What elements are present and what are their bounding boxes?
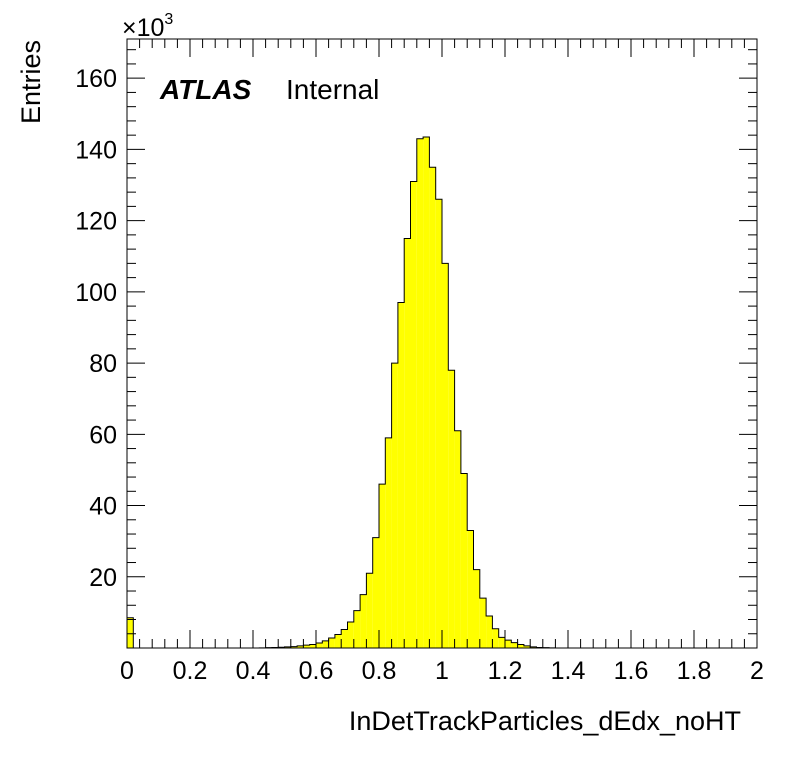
histogram-bin <box>328 638 335 648</box>
x-tick-label: 1.8 <box>677 657 712 685</box>
histogram-bin <box>290 646 298 648</box>
histogram-bin <box>334 634 342 648</box>
y-tick-label: 60 <box>89 421 117 449</box>
x-tick-label: 0.2 <box>173 657 208 685</box>
y-multiplier: ×103 <box>122 11 173 42</box>
y-tick-label: 80 <box>89 350 117 378</box>
y-tick-label: 100 <box>75 279 117 307</box>
x-tick-label: 1.6 <box>614 657 649 685</box>
histogram-bin <box>454 430 461 648</box>
histogram-bin <box>511 642 518 648</box>
histogram-bin <box>460 473 468 648</box>
histogram-bin <box>379 484 386 648</box>
histogram-bin <box>360 594 367 648</box>
histogram-bin <box>423 136 430 648</box>
y-tick-labels: 20 40 60 80 100 120 140 160 <box>75 65 117 592</box>
histogram-bin <box>473 569 480 648</box>
histogram-bin <box>448 370 455 648</box>
histogram-bin <box>498 637 505 648</box>
histogram-bin <box>309 644 316 648</box>
histogram-bin <box>479 598 487 648</box>
histogram-bin <box>416 138 424 648</box>
plot-frame <box>126 38 758 649</box>
y-tick-label: 140 <box>75 136 117 164</box>
x-tick-label: 1.4 <box>551 657 586 685</box>
histogram-bin <box>486 615 493 648</box>
histogram-bin <box>341 629 348 648</box>
y-axis-title: Entries <box>16 40 46 124</box>
histogram-bin <box>429 167 436 649</box>
y-tick-label: 20 <box>89 564 117 592</box>
histogram-bin <box>530 646 537 648</box>
histogram-bin <box>404 238 411 648</box>
y-tick-label: 40 <box>89 493 117 521</box>
x-tick-label: 0.6 <box>299 657 334 685</box>
histogram-bin <box>397 302 405 648</box>
histogram-bin <box>372 537 379 648</box>
histogram-bin <box>435 199 442 648</box>
histogram-bin <box>523 645 531 648</box>
y-multiplier-exponent: 3 <box>164 11 173 28</box>
x-tick-label: 0.8 <box>362 657 397 685</box>
histogram-bin <box>467 530 474 648</box>
histogram-bin <box>366 573 373 648</box>
x-tick-label: 1.2 <box>488 657 523 685</box>
histogram-bin <box>303 645 310 648</box>
x-tick-label: 1 <box>435 657 449 685</box>
y-tick-label: 160 <box>75 65 117 93</box>
y-tick-label: 120 <box>75 208 117 236</box>
atlas-label: ATLAS <box>159 74 252 105</box>
histogram-bin <box>322 640 329 648</box>
x-axis-title: InDetTrackParticles_dEdx_noHT <box>349 706 741 736</box>
histogram-bin <box>127 617 134 648</box>
histogram-bin <box>347 622 354 648</box>
internal-label: Internal <box>286 74 379 105</box>
axis-ticks <box>126 39 758 648</box>
y-multiplier-base: ×10 <box>122 14 164 42</box>
histogram-bin <box>517 644 524 648</box>
histogram-bin <box>316 643 323 648</box>
histogram-bin <box>492 628 499 648</box>
histogram-bin <box>284 646 291 648</box>
histogram-bin <box>410 181 417 648</box>
x-tick-label: 0.4 <box>236 657 271 685</box>
x-tick-label: 2 <box>750 657 764 685</box>
histogram-bin <box>297 645 304 648</box>
histogram-bin <box>391 363 398 648</box>
histogram-bin <box>385 437 392 648</box>
histogram-bin <box>442 263 449 648</box>
histogram-bin <box>353 610 361 648</box>
histogram-bin <box>505 640 512 648</box>
x-tick-labels: 0 0.2 0.4 0.6 0.8 1 1.2 1.4 1.6 1.8 2 <box>120 657 764 685</box>
x-tick-label: 0 <box>120 657 134 685</box>
histogram-bars <box>126 136 757 649</box>
